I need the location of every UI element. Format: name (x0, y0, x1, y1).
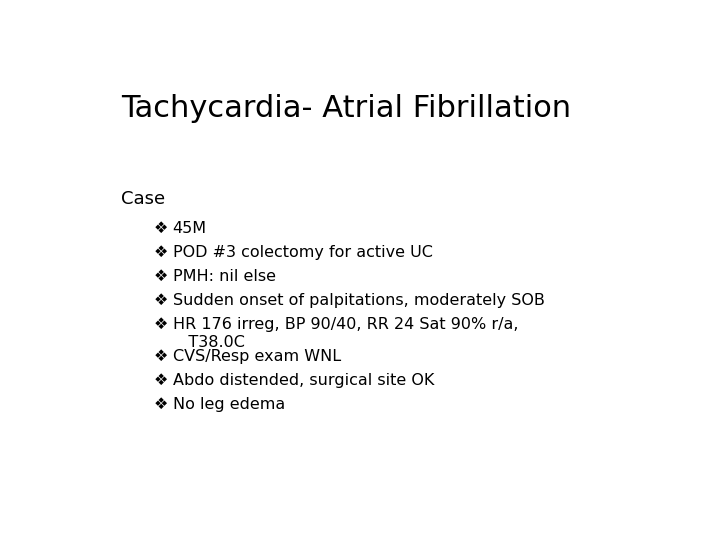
Text: ❖: ❖ (154, 269, 168, 284)
Text: POD #3 colectomy for active UC: POD #3 colectomy for active UC (173, 245, 433, 260)
Text: ❖: ❖ (154, 373, 168, 388)
Text: HR 176 irreg, BP 90/40, RR 24 Sat 90% r/a,: HR 176 irreg, BP 90/40, RR 24 Sat 90% r/… (173, 317, 518, 332)
Text: ❖: ❖ (154, 293, 168, 308)
Text: Abdo distended, surgical site OK: Abdo distended, surgical site OK (173, 373, 434, 388)
Text: ❖: ❖ (154, 397, 168, 412)
Text: ❖: ❖ (154, 221, 168, 236)
Text: T38.0C: T38.0C (173, 335, 245, 350)
Text: ❖: ❖ (154, 348, 168, 363)
Text: No leg edema: No leg edema (173, 397, 285, 412)
Text: ❖: ❖ (154, 317, 168, 332)
Text: ❖: ❖ (154, 245, 168, 260)
Text: PMH: nil else: PMH: nil else (173, 269, 276, 284)
Text: Tachycardia- Atrial Fibrillation: Tachycardia- Atrial Fibrillation (121, 94, 571, 123)
Text: CVS/Resp exam WNL: CVS/Resp exam WNL (173, 348, 341, 363)
Text: Sudden onset of palpitations, moderately SOB: Sudden onset of palpitations, moderately… (173, 293, 544, 308)
Text: 45M: 45M (173, 221, 207, 236)
Text: Case: Case (121, 190, 165, 207)
